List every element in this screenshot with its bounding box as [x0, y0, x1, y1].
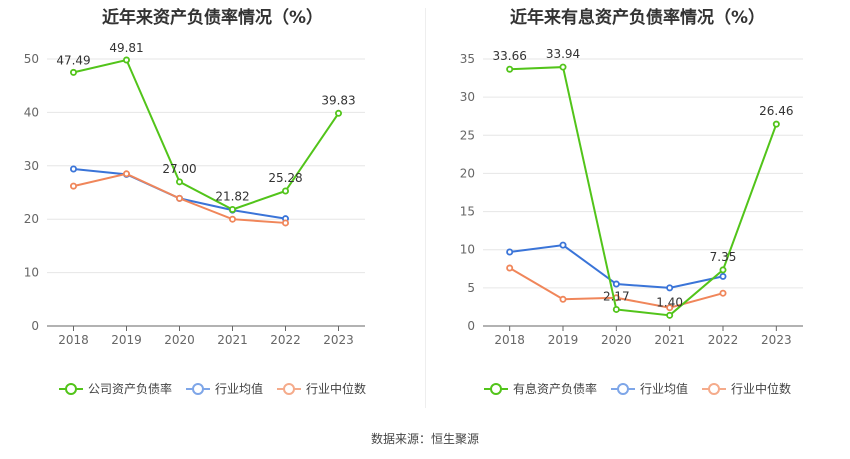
series-line	[73, 58, 340, 211]
legend-swatch-icon	[483, 382, 508, 395]
chart-plot-interest-debt-ratio: 0 5 10 15 20 25 30 35 2018 2019 2020 2021 2022 2023 33…	[460, 47, 803, 347]
legend-item[interactable]: 有息资产负债率	[483, 380, 597, 397]
data-point	[70, 182, 78, 190]
legend-label: 有息资产负债率	[512, 382, 597, 396]
y-tick-label: 40	[24, 105, 39, 119]
data-label: 47.49	[56, 53, 90, 67]
y-tick-label: 0	[31, 319, 39, 333]
data-point	[506, 65, 514, 73]
data-label: 2.17	[603, 289, 630, 303]
legend-item[interactable]: 行业中位数	[277, 380, 366, 397]
x-tick-label: 2021	[217, 333, 248, 347]
legend-item[interactable]: 行业均值	[610, 380, 688, 397]
legend-label: 行业中位数	[306, 382, 367, 396]
data-point	[719, 289, 727, 297]
chart-title: 近年来资产负债率情况（%）	[101, 8, 324, 28]
data-label: 26.46	[759, 104, 793, 118]
legend-swatch-icon	[185, 382, 210, 395]
chart-legend: 公司资产负债率 行业均值 行业中位数	[0, 380, 425, 397]
data-point	[612, 305, 620, 313]
data-label: 1.40	[656, 295, 683, 309]
data-point	[334, 109, 342, 117]
x-tick-label: 2018	[58, 333, 89, 347]
chart-legend: 有息资产负债率 行业均值 行业中位数	[425, 380, 850, 397]
y-tick-label: 30	[24, 159, 39, 173]
data-label: 7.35	[710, 250, 737, 264]
legend-swatch-icon	[277, 382, 301, 395]
legend-label: 行业均值	[214, 382, 263, 396]
y-tick-label: 30	[460, 90, 475, 104]
data-point	[559, 295, 567, 303]
x-tick-label: 2023	[761, 333, 792, 347]
chart-panel-debt-ratio: 近年来资产负债率情况（%） 0 10 20 30 40 50 2018 2019 2020 202…	[0, 0, 425, 420]
x-tick-label: 2018	[494, 333, 525, 347]
data-point	[70, 68, 78, 76]
y-tick-label: 35	[460, 52, 475, 66]
y-tick-label: 50	[24, 52, 39, 66]
data-point	[175, 178, 183, 186]
data-point	[559, 241, 567, 249]
chart-title: 近年来有息资产负债率情况（%）	[509, 8, 766, 28]
data-source-note: 数据来源：恒生聚源	[370, 432, 479, 446]
legend-item[interactable]: 行业中位数	[702, 380, 791, 397]
data-point	[123, 170, 131, 178]
data-label: 27.00	[162, 162, 196, 176]
legend-swatch-icon	[702, 382, 726, 395]
x-tick-label: 2019	[548, 333, 579, 347]
data-label: 33.66	[492, 49, 526, 63]
y-tick-label: 10	[460, 243, 475, 257]
series-line	[509, 66, 778, 317]
y-tick-label: 25	[460, 128, 475, 142]
x-tick-label: 2022	[708, 333, 739, 347]
data-point	[281, 219, 289, 227]
x-tick-label: 2022	[270, 333, 301, 347]
data-point	[506, 264, 514, 272]
chart-plot-debt-ratio: 0 10 20 30 40 50 2018 2019 2020 2021 2022 2023 47.49…	[24, 41, 365, 347]
data-point	[719, 266, 727, 274]
x-tick-label: 2023	[323, 333, 354, 347]
data-point	[70, 165, 78, 173]
series-line	[73, 168, 286, 220]
data-point	[772, 120, 780, 128]
data-label: 25.28	[268, 171, 302, 185]
legend-swatch-icon	[610, 382, 635, 395]
legend-label: 行业中位数	[731, 382, 792, 396]
data-label: 21.82	[215, 189, 249, 203]
x-tick-label: 2020	[601, 333, 632, 347]
data-point	[123, 56, 131, 64]
data-label: 39.83	[321, 93, 355, 107]
x-tick-label: 2020	[164, 333, 195, 347]
legend-label: 行业均值	[639, 382, 688, 396]
legend-item[interactable]: 公司资产负债率	[58, 380, 172, 397]
data-label: 49.81	[109, 41, 143, 55]
data-point	[666, 304, 674, 312]
y-tick-label: 20	[24, 212, 39, 226]
data-point	[666, 311, 674, 319]
y-tick-label: 20	[460, 166, 475, 180]
panel-divider	[425, 8, 426, 408]
legend-swatch-icon	[58, 382, 83, 395]
data-point	[228, 205, 236, 213]
y-tick-label: 10	[24, 266, 39, 280]
y-tick-label: 5	[467, 281, 475, 295]
data-point	[506, 248, 514, 256]
y-tick-label: 0	[467, 319, 475, 333]
data-point	[281, 187, 289, 195]
chart-panel-interest-debt-ratio: 近年来有息资产负债率情况（%） 0 5 10 15 20 25 30 35 2018 2019 20…	[425, 0, 850, 420]
data-point	[175, 194, 183, 202]
legend-item[interactable]: 行业均值	[185, 380, 263, 397]
data-label: 33.94	[546, 47, 580, 61]
data-point	[666, 284, 674, 292]
data-point	[612, 280, 620, 288]
data-point	[228, 215, 236, 223]
data-point	[559, 63, 567, 71]
x-tick-label: 2019	[111, 333, 142, 347]
y-tick-label: 15	[460, 205, 475, 219]
data-point	[719, 272, 727, 280]
x-tick-label: 2021	[654, 333, 685, 347]
legend-label: 公司资产负债率	[87, 382, 172, 396]
